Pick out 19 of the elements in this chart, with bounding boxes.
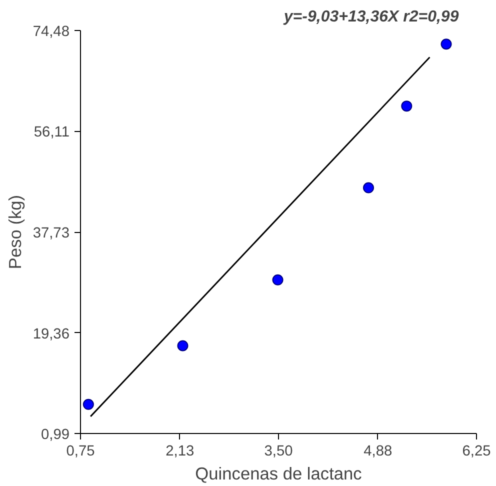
x-axis-title: Quincenas de lactanc bbox=[195, 464, 362, 484]
point bbox=[401, 100, 412, 112]
point bbox=[82, 398, 94, 410]
x-tick-label: 2,13 bbox=[166, 444, 194, 460]
point bbox=[272, 274, 284, 286]
x-tick-label: 4,88 bbox=[364, 444, 392, 460]
x-tick-label: 0,75 bbox=[66, 444, 95, 460]
x-tick-label: 6,25 bbox=[462, 444, 491, 460]
point bbox=[363, 182, 374, 194]
y-tick-label: 37,73 bbox=[32, 226, 70, 242]
y-tick-label: 0,99 bbox=[40, 427, 70, 443]
y-tick-label: 19,36 bbox=[32, 326, 70, 342]
y-axis-title: Peso (kg) bbox=[4, 194, 25, 270]
chart-title: y=-9,03+13,36X r2=0,99 bbox=[282, 8, 459, 26]
y-tick-label: 74,48 bbox=[32, 24, 70, 40]
point bbox=[177, 340, 188, 352]
x-tick-label: 3,50 bbox=[264, 444, 293, 460]
point bbox=[440, 38, 452, 50]
y-tick-label: 56,11 bbox=[34, 124, 70, 141]
